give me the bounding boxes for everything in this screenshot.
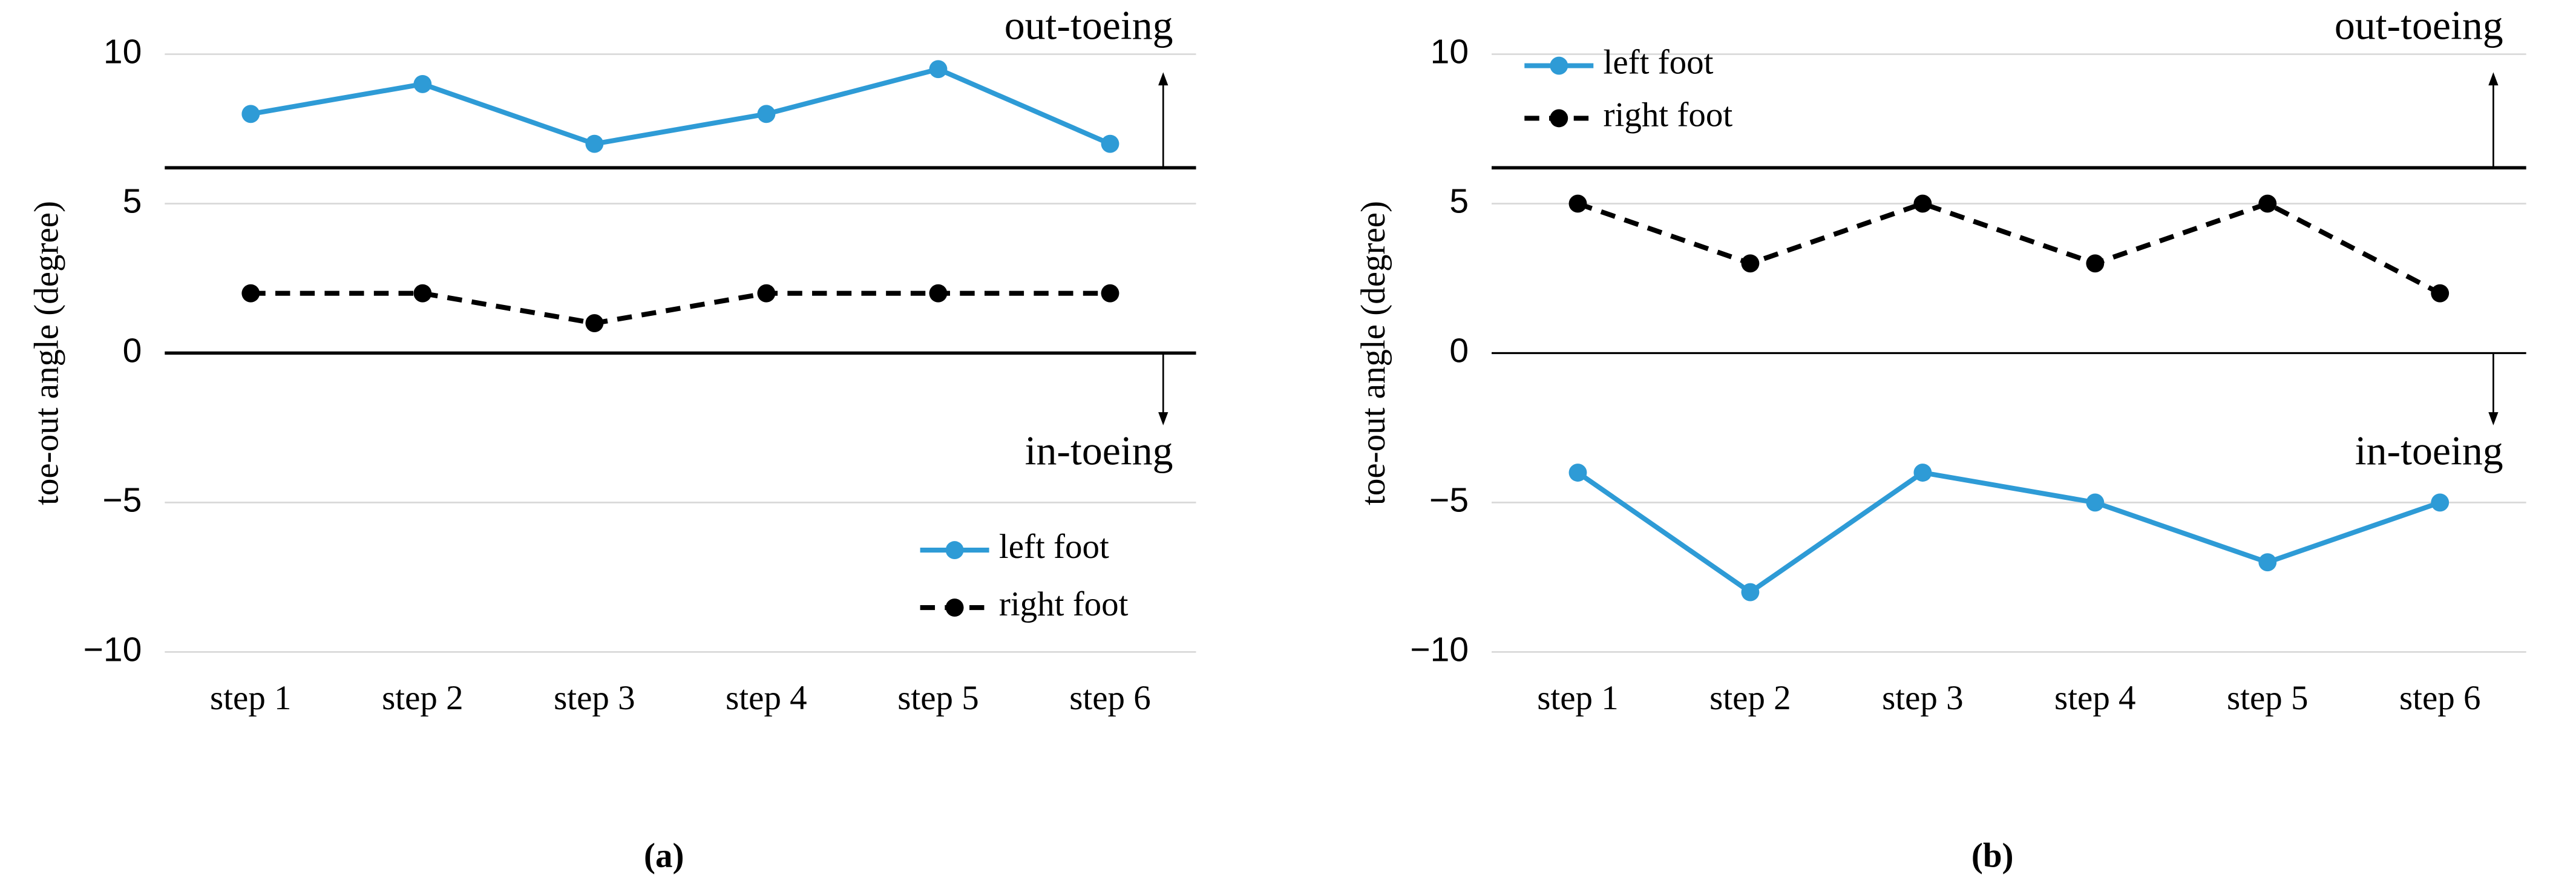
y-tick-label: −10 — [1410, 630, 1469, 669]
data-point — [1741, 583, 1760, 602]
upper-annotation: out-toeing — [2335, 2, 2503, 48]
data-point — [2086, 254, 2105, 273]
subplot-label: (b) — [1971, 836, 2014, 874]
legend-label: left foot — [1604, 44, 1714, 82]
data-point — [241, 284, 260, 303]
legend-label: right foot — [999, 585, 1129, 623]
lower-annotation: in-toeing — [2355, 428, 2503, 473]
y-tick-label: 5 — [123, 182, 142, 221]
subplot-label: (a) — [644, 836, 684, 874]
data-point — [2431, 493, 2450, 512]
y-tick-label: −10 — [84, 630, 142, 669]
x-tick-label: step 1 — [1537, 679, 1619, 717]
series-line — [251, 290, 1110, 326]
arrow-head — [2488, 412, 2499, 425]
data-point — [757, 284, 776, 303]
y-axis-label: toe-out angle (degree) — [1354, 201, 1392, 505]
data-point — [2258, 194, 2277, 213]
data-point — [585, 134, 604, 153]
series-line — [1576, 470, 2441, 595]
arrow-head — [1158, 412, 1168, 425]
data-point — [2258, 553, 2277, 572]
x-tick-label: step 2 — [382, 679, 464, 717]
data-point — [585, 314, 604, 332]
x-tick-label: step 6 — [1069, 679, 1151, 717]
y-axis-label: toe-out angle (degree) — [27, 201, 65, 505]
x-tick-label: step 5 — [2227, 679, 2309, 717]
data-point — [757, 105, 776, 123]
x-tick-label: step 4 — [2054, 679, 2136, 717]
x-tick-label: step 6 — [2399, 679, 2481, 717]
x-tick-label: step 2 — [1709, 679, 1791, 717]
legend-label: left foot — [999, 528, 1109, 566]
y-tick-label: 10 — [103, 33, 142, 71]
arrow-head — [1158, 72, 1168, 86]
data-point — [1913, 194, 1932, 213]
arrow-head — [2488, 72, 2499, 86]
series-line — [1577, 201, 2442, 296]
data-point — [241, 105, 260, 123]
x-tick-label: step 4 — [726, 679, 807, 717]
upper-annotation: out-toeing — [1005, 2, 1173, 48]
legend-marker — [1550, 56, 1568, 75]
data-point — [413, 75, 432, 93]
data-point — [1101, 284, 1119, 303]
data-point — [929, 60, 948, 79]
data-point — [1101, 134, 1119, 153]
data-point — [2086, 493, 2105, 512]
x-tick-label: step 3 — [1882, 679, 1964, 717]
legend-marker — [1550, 109, 1568, 128]
x-tick-label: step 1 — [210, 679, 291, 717]
legend-marker — [945, 541, 964, 560]
data-point — [413, 284, 432, 303]
x-tick-label: step 3 — [554, 679, 635, 717]
y-tick-label: −5 — [102, 480, 142, 519]
y-tick-label: 0 — [1449, 332, 1469, 370]
legend-marker — [945, 598, 964, 617]
y-tick-label: 0 — [123, 332, 142, 370]
series-line — [250, 66, 1112, 146]
data-point — [1568, 194, 1587, 213]
data-point — [2431, 284, 2450, 303]
data-point — [1741, 254, 1760, 273]
x-tick-label: step 5 — [897, 679, 979, 717]
y-tick-label: 10 — [1431, 33, 1469, 71]
y-tick-label: −5 — [1429, 480, 1469, 519]
data-point — [929, 284, 948, 303]
data-point — [1568, 464, 1587, 482]
legend-label: right foot — [1604, 96, 1733, 134]
y-tick-label: 5 — [1449, 182, 1469, 221]
data-point — [1913, 464, 1932, 482]
lower-annotation: in-toeing — [1025, 428, 1173, 473]
